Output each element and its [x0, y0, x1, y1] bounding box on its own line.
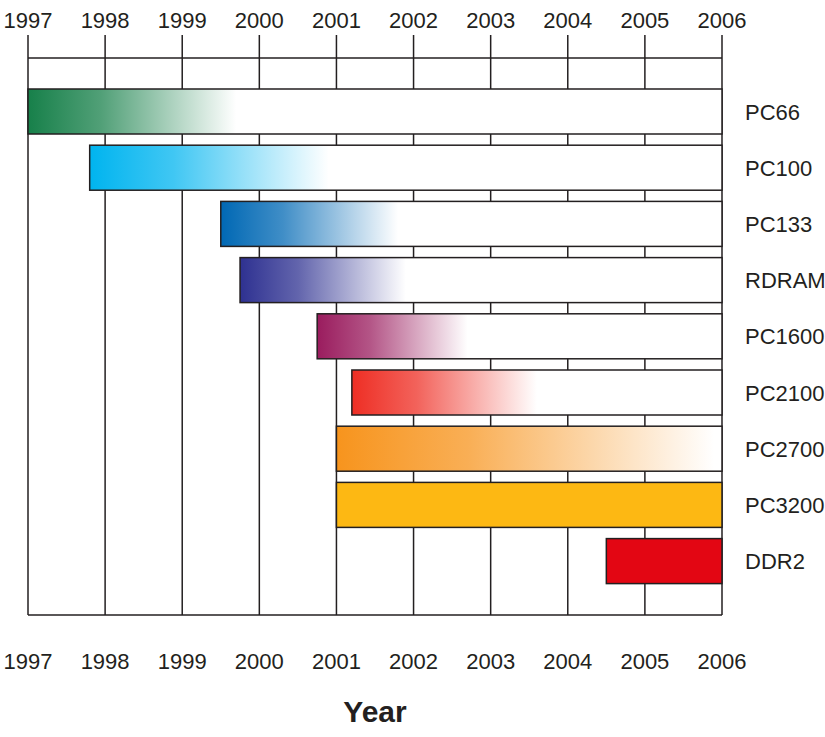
- tick-label-top: 1999: [158, 8, 207, 33]
- bar-track: [352, 370, 722, 415]
- bar: [240, 258, 406, 303]
- tick-label-bottom: 1999: [158, 649, 207, 674]
- tracks: [28, 89, 722, 584]
- bar-outline: [352, 370, 722, 415]
- bar: [336, 426, 714, 471]
- bar-outline: [317, 314, 722, 359]
- axis-line-top: [28, 57, 722, 59]
- bar: [336, 482, 722, 527]
- category-label: PC3200: [745, 493, 825, 518]
- category-label: PC1600: [745, 324, 825, 349]
- tick-label-bottom: 2000: [235, 649, 284, 674]
- tick-label-top: 2004: [543, 8, 592, 33]
- bar-track: [240, 258, 722, 303]
- tick-label-bottom: 2001: [312, 649, 361, 674]
- bar: [90, 145, 329, 190]
- bar-outline: [90, 145, 722, 190]
- bar: [352, 370, 537, 415]
- category-label: PC2100: [745, 381, 825, 406]
- tick-label-top: 2003: [466, 8, 515, 33]
- tick-label-top: 2005: [620, 8, 669, 33]
- chart-container: 1997 1997 1998 1998 1999 1999 2000 2000 2001 2001…: [0, 0, 825, 737]
- chart-svg: 1997 1997 1998 1998 1999 1999 2000 2000 2001 2001…: [0, 0, 825, 737]
- bar-track: [606, 539, 722, 584]
- category-label: PC100: [745, 156, 812, 181]
- bar-outline: [336, 426, 722, 471]
- category-label: DDR2: [745, 549, 805, 574]
- bar-track: [28, 89, 722, 134]
- bar: [28, 89, 236, 134]
- axis-line-bottom: [28, 614, 722, 616]
- tick-label-bottom: 2002: [389, 649, 438, 674]
- bar: [317, 314, 467, 359]
- tick-label-top: 1997: [4, 8, 53, 33]
- bar-track: [336, 426, 722, 471]
- bar-outline: [336, 482, 722, 527]
- tick-label-top: 1998: [81, 8, 130, 33]
- bar: [221, 201, 398, 246]
- tick-label-top: 2000: [235, 8, 284, 33]
- bar-track: [221, 201, 722, 246]
- bar-track: [336, 482, 722, 527]
- tick-label-top: 2001: [312, 8, 361, 33]
- bar: [606, 539, 722, 584]
- category-label: RDRAM: [745, 268, 825, 293]
- tick-label-bottom: 2004: [543, 649, 592, 674]
- bar-outline: [606, 539, 722, 584]
- bar-outline: [28, 89, 722, 134]
- category-label: PC2700: [745, 437, 825, 462]
- track-outlines: [28, 89, 722, 584]
- tick-label-bottom: 1998: [81, 649, 130, 674]
- bars: [28, 89, 722, 584]
- tick-label-bottom: 2003: [466, 649, 515, 674]
- bar-outline: [221, 201, 722, 246]
- category-label: PC133: [745, 212, 812, 237]
- category-label: PC66: [745, 100, 800, 125]
- tick-label-bottom: 2005: [620, 649, 669, 674]
- tick-label-bottom: 1997: [4, 649, 53, 674]
- tick-label-bottom: 2006: [698, 649, 747, 674]
- tick-label-top: 2002: [389, 8, 438, 33]
- tick-label-top: 2006: [698, 8, 747, 33]
- x-axis-label: Year: [343, 695, 407, 728]
- bar-track: [317, 314, 722, 359]
- bar-outline: [240, 258, 722, 303]
- bar-track: [90, 145, 722, 190]
